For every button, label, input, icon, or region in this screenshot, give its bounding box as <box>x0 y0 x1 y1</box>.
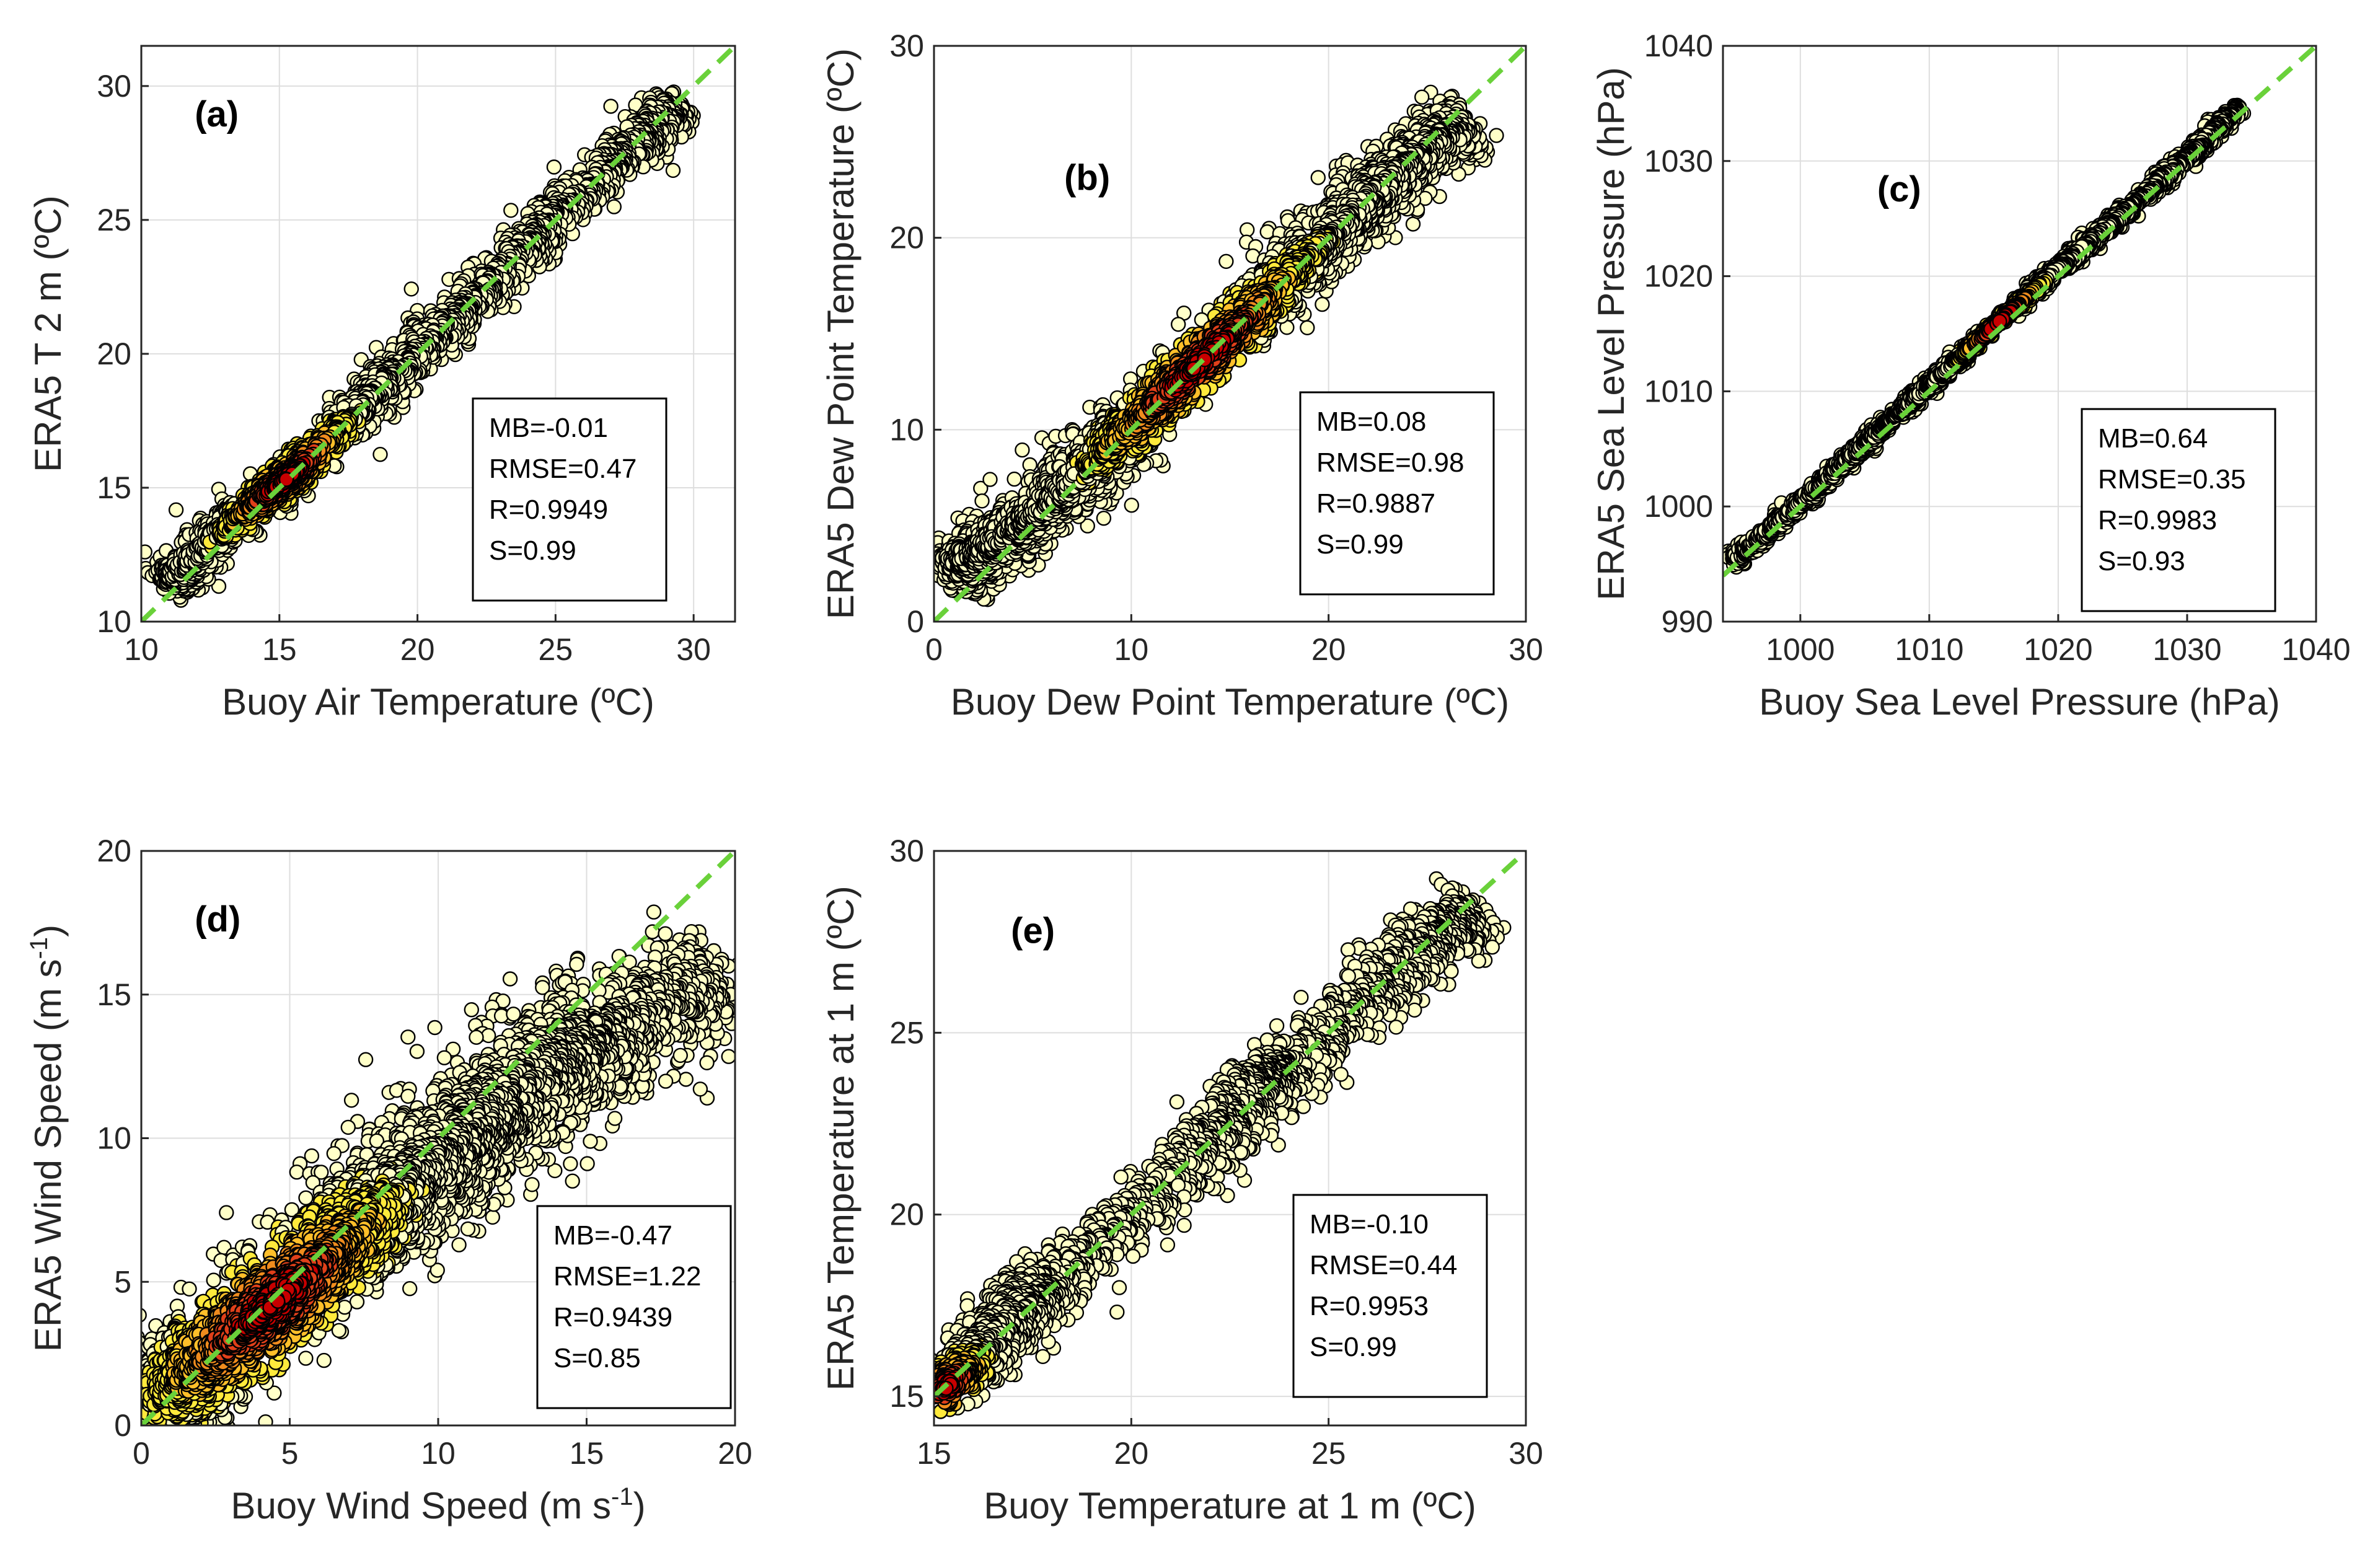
data-point <box>1170 317 1186 332</box>
y-axis-label: ERA5 Dew Point Temperature (ºC) <box>820 48 861 619</box>
scatter-panel-c: 1000 1010 1020 1030 104099010001010102010301… <box>1590 29 2351 723</box>
axes-frame <box>140 45 736 623</box>
x-tick-label: 20 <box>400 632 435 667</box>
data-point <box>1124 498 1140 513</box>
stats-line: S=0.99 <box>489 535 576 566</box>
data-point <box>168 502 184 518</box>
y-tick-label: 15 <box>97 470 131 505</box>
one-to-one-line <box>934 46 1526 622</box>
panel-label: (a) <box>195 94 239 134</box>
stats-line: MB=-0.01 <box>489 413 608 443</box>
y-tick-label: 30 <box>97 69 131 104</box>
x-axis-label: Buoy Dew Point Temperature (ºC) <box>951 681 1509 723</box>
stats-line: RMSE=0.47 <box>489 454 637 484</box>
x-tick-label: 20 <box>1311 632 1346 667</box>
data-point <box>1259 224 1275 240</box>
data-point <box>1489 128 1504 143</box>
data-point <box>141 544 152 560</box>
y-tick-label: 10 <box>97 604 131 639</box>
y-axis-label: ERA5 T 2 m (ºC) <box>27 195 69 472</box>
x-axis-label: Buoy Air Temperature (ºC) <box>222 681 654 723</box>
y-tick-label: 10 <box>889 412 924 447</box>
x-tick-label: 10 <box>124 632 159 667</box>
stats-box <box>472 397 667 602</box>
data-point <box>974 493 990 509</box>
x-tick-label: 15 <box>262 632 297 667</box>
data-point <box>1315 296 1330 312</box>
data-point <box>982 472 998 487</box>
data-point <box>665 162 681 178</box>
y-tick-label: 0 <box>907 604 924 639</box>
data-point <box>1414 89 1430 105</box>
one-to-one-line <box>141 46 735 622</box>
x-tick-label: 0 <box>925 632 943 667</box>
data-point <box>503 203 519 218</box>
data-point <box>934 547 935 556</box>
y-tick-label: 20 <box>889 221 924 255</box>
data-point <box>1218 253 1234 269</box>
stats-line: S=0.99 <box>1316 529 1404 560</box>
data-point <box>606 199 622 214</box>
scatter-points <box>141 84 701 608</box>
stats-line: R=0.9887 <box>1316 488 1435 519</box>
data-point <box>1405 216 1421 232</box>
scatter-panel-a: 10 15 20 25 30 10 15 20 25 30 Buoy Air Temperature… <box>27 45 736 723</box>
x-tick-label: 10 <box>1114 632 1149 667</box>
axes-frame <box>933 45 1527 623</box>
y-tick-label: 30 <box>889 29 924 63</box>
data-point <box>546 159 562 175</box>
data-point <box>278 472 294 487</box>
stats-line: RMSE=0.98 <box>1316 447 1464 478</box>
stats-box <box>1299 391 1495 596</box>
data-point <box>934 552 935 556</box>
stats-line: MB=0.08 <box>1316 407 1426 437</box>
y-tick-label: 20 <box>97 337 131 371</box>
data-point <box>1007 471 1022 487</box>
data-point <box>603 99 619 114</box>
x-tick-label: 25 <box>539 632 573 667</box>
stats-line: R=0.9949 <box>489 495 608 525</box>
panel-label: (b) <box>1064 157 1110 198</box>
data-point <box>403 281 419 297</box>
data-point <box>1096 511 1112 526</box>
x-tick-label: 30 <box>676 632 711 667</box>
data-point <box>1300 320 1315 335</box>
y-tick-label: 25 <box>97 203 131 237</box>
data-point <box>211 578 227 594</box>
data-point <box>372 447 388 462</box>
data-point <box>1239 222 1255 237</box>
data-point <box>1080 518 1096 534</box>
x-tick-label: 30 <box>1509 632 1543 667</box>
data-point <box>1015 442 1030 458</box>
data-point <box>1310 170 1326 185</box>
